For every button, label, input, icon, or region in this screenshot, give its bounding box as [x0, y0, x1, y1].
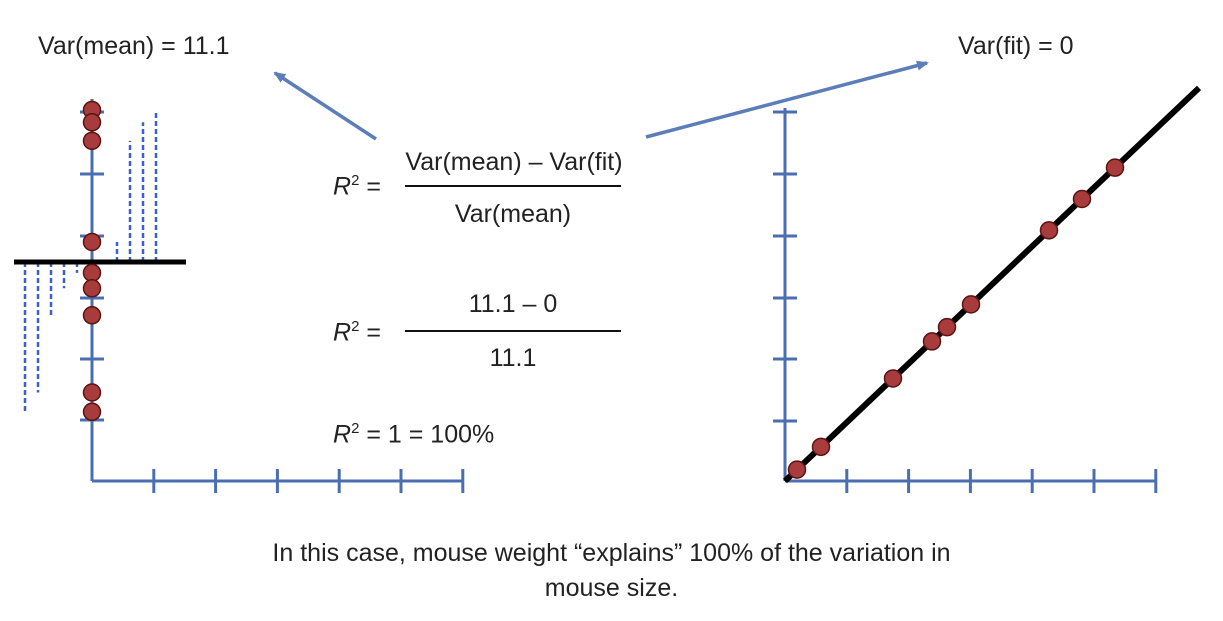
- data-point: [811, 437, 831, 457]
- data-point: [922, 332, 942, 351]
- formula3: R2 = 1 = 100%: [333, 420, 495, 449]
- formula2-numerator: 11.1 – 0: [468, 290, 558, 318]
- left-plot: [14, 99, 465, 493]
- caption-line-2: mouse size.: [544, 574, 679, 602]
- arrow-to-var-mean: [273, 71, 377, 141]
- formula1-lhs: R2 =: [333, 172, 381, 201]
- formula2-fraction-bar: [405, 330, 621, 332]
- data-point: [82, 279, 102, 298]
- caption-line-1: In this case, mouse weight “explains” 10…: [272, 539, 951, 567]
- data-point: [937, 317, 957, 337]
- formula1-denominator: Var(mean): [454, 200, 572, 228]
- right-plot: [773, 85, 1202, 493]
- data-point: [1039, 221, 1059, 240]
- data-point: [82, 232, 102, 252]
- formula2-lhs: R2 =: [333, 318, 381, 347]
- arrows: [273, 60, 929, 141]
- data-point: [82, 263, 102, 283]
- data-point: [82, 402, 102, 422]
- data-point: [883, 369, 903, 388]
- data-point: [787, 460, 807, 479]
- data-point: [82, 113, 102, 132]
- data-point: [1072, 189, 1092, 209]
- arrow-to-var-fit: [645, 60, 929, 139]
- right-plot-title: Var(fit) = 0: [958, 32, 1074, 60]
- data-point: [82, 131, 102, 151]
- data-point: [1105, 158, 1125, 177]
- fit-line: [782, 85, 1202, 484]
- left-plot-title: Var(mean) = 11.1: [38, 32, 230, 60]
- data-point: [961, 295, 981, 314]
- data-point: [82, 306, 102, 325]
- formula1-numerator: Var(mean) – Var(fit): [405, 148, 623, 176]
- formula2-denominator: 11.1: [489, 344, 537, 372]
- formula1-fraction-bar: [405, 185, 621, 187]
- data-point: [82, 383, 102, 402]
